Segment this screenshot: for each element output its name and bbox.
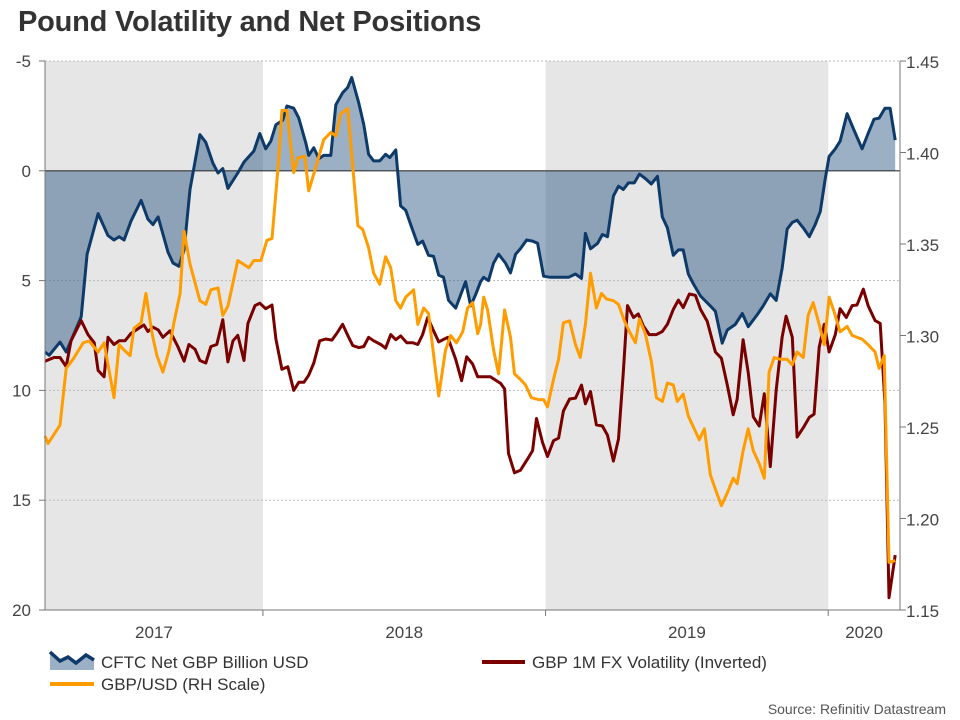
line-layer [43,76,897,600]
legend-label: GBP 1M FX Volatility (Inverted) [532,653,767,672]
gridlines [45,60,900,501]
legend-item-cftc: CFTC Net GBP Billion USD [48,650,309,672]
right-tick-label: 1.40 [906,145,939,164]
right-axis-labels: 1.45 1.40 1.35 1.30 1.25 1.20 1.15 [900,53,939,621]
right-tick-label: 1.15 [906,602,939,621]
series-line-gbp-1m-fx-volatility-inverted [44,287,897,600]
series-line-cftc-net-gbp-billion-usd [44,76,897,357]
legend-item-gbpusd: GBP/USD (RH Scale) [50,675,265,694]
right-tick-label: 1.35 [906,236,939,255]
right-tick-label: 1.20 [906,511,939,530]
x-tick-label: 2019 [668,623,706,642]
legend-line-icon [48,650,95,666]
legend-label: CFTC Net GBP Billion USD [101,653,309,672]
left-axis-labels: -5 0 5 10 15 20 [12,52,45,620]
x-axis-labels: 2017 2018 2019 2020 [135,610,883,642]
left-tick-label: 5 [22,272,31,291]
left-tick-label: 0 [22,162,31,181]
left-tick-label: 10 [12,381,31,400]
right-tick-label: 1.45 [906,53,939,72]
legend-label: GBP/USD (RH Scale) [101,675,265,694]
x-tick-label: 2020 [845,623,883,642]
chart-title: Pound Volatility and Net Positions [18,6,482,38]
left-tick-label: 15 [12,491,31,510]
right-tick-label: 1.25 [906,419,939,438]
x-tick-label: 2017 [135,623,173,642]
legend-item-volatility: GBP 1M FX Volatility (Inverted) [482,653,767,672]
left-tick-label: -5 [16,52,31,71]
series-area-cftc-net-gbp-billion-usd [45,77,896,356]
area-layer [45,77,896,356]
shaded-band-2019 [545,61,829,610]
right-tick-label: 1.30 [906,328,939,347]
series-line-gbp-usd-rh-scale [43,107,896,564]
legend: CFTC Net GBP Billion USD GBP 1M FX Volat… [48,650,767,694]
source-note: Source: Refinitiv Datastream [768,701,946,717]
left-tick-label: 20 [12,601,31,620]
x-tick-label: 2018 [385,623,423,642]
